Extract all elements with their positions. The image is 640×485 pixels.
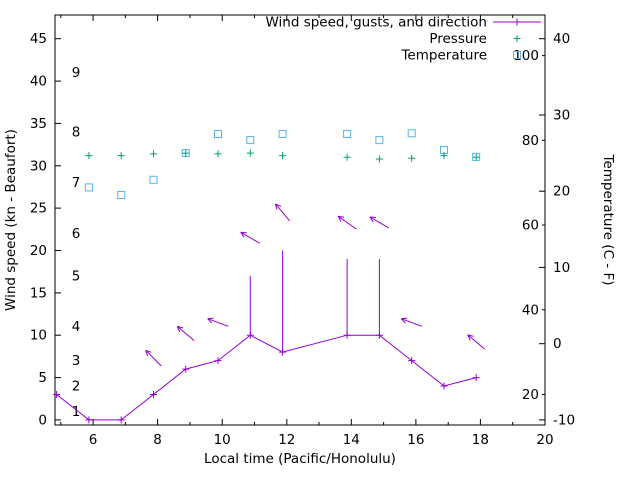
plus-marker — [344, 154, 351, 161]
plus-marker — [279, 349, 286, 356]
y-left-tick-label: 10 — [30, 328, 47, 344]
square-marker — [215, 131, 222, 138]
y-left-tick-label: 15 — [30, 285, 47, 301]
y-left-tick-label: 25 — [30, 201, 47, 217]
y-right-c-tick-label: 20 — [553, 184, 570, 200]
plus-marker — [247, 150, 254, 157]
plus-marker — [344, 332, 351, 339]
y-right-c-tick-label: 30 — [553, 108, 570, 124]
beaufort-label: 3 — [72, 353, 81, 369]
square-marker — [85, 184, 92, 191]
square-marker — [279, 131, 286, 138]
x-tick-label: 10 — [214, 432, 231, 448]
plus-marker — [408, 155, 415, 162]
y-left-axis: 0 5 10 15 20 25 30 35 40 45 Wind speed (kn - Beauf… — [3, 31, 61, 428]
x-tick-label: 18 — [472, 432, 489, 448]
y-left-tick-label: 20 — [30, 243, 47, 259]
legend: Wind speed, gusts, and directionPressure… — [265, 15, 541, 64]
square-marker — [344, 131, 351, 138]
beaufort-label: 7 — [72, 175, 81, 191]
plus-marker — [473, 154, 480, 161]
beaufort-label: 4 — [72, 319, 81, 335]
beaufort-label: 2 — [72, 379, 81, 395]
x-axis: 6 8 10 12 14 16 18 20 Local time (Pacific/Honolu… — [61, 15, 554, 467]
x-axis-title: Local time (Pacific/Honolulu) — [204, 451, 396, 467]
wind-series — [53, 251, 480, 424]
plus-marker — [85, 152, 92, 159]
y-right-f-tick-label: 100 — [513, 48, 539, 64]
y-left-tick-label: 5 — [38, 370, 47, 386]
y-right-axis: -10 0 10 20 30 40 20 40 60 80 100 Temperature (C - … — [513, 31, 616, 428]
wind-direction-arrows — [146, 204, 485, 366]
plus-marker — [376, 156, 383, 163]
plus-marker — [473, 374, 480, 381]
x-tick-label: 6 — [89, 432, 98, 448]
pressure-series — [85, 150, 479, 163]
legend-label-pressure: Pressure — [429, 31, 487, 47]
x-tick-label: 12 — [278, 432, 295, 448]
y-left-tick-label: 30 — [30, 158, 47, 174]
x-tick-label: 20 — [536, 432, 553, 448]
plus-marker — [150, 150, 157, 157]
y-left-tick-label: 45 — [30, 31, 47, 47]
wind-speed-line — [57, 335, 477, 420]
y-left-tick-label: 0 — [38, 412, 47, 428]
plot-border — [55, 15, 545, 425]
y-right-f-tick-label: 60 — [522, 218, 539, 234]
square-marker — [247, 137, 254, 144]
y-right-f-tick-label: 40 — [522, 302, 539, 318]
square-marker — [118, 192, 125, 199]
plus-marker — [514, 19, 521, 26]
x-tick-label: 16 — [407, 432, 424, 448]
beaufort-label: 5 — [72, 268, 81, 284]
square-marker — [408, 130, 415, 137]
beaufort-label: 8 — [72, 124, 81, 140]
y-right-f-tick-label: 20 — [522, 387, 539, 403]
y-left-axis-title: Wind speed (kn - Beaufort) — [3, 129, 19, 311]
y-right-c-tick-label: 0 — [553, 336, 562, 352]
square-marker — [150, 176, 157, 183]
beaufort-label: 6 — [72, 226, 81, 242]
y-left-tick-label: 35 — [30, 116, 47, 132]
y-right-f-tick-label: 80 — [522, 133, 539, 149]
y-right-axis-title: Temperature (C - F) — [600, 154, 616, 286]
temperature-series — [85, 130, 479, 199]
legend-label-wind: Wind speed, gusts, and direction — [265, 15, 487, 31]
y-right-c-tick-label: 40 — [553, 31, 570, 47]
beaufort-label: 9 — [72, 65, 81, 81]
plus-marker — [279, 152, 286, 159]
y-right-c-tick-label: 10 — [553, 260, 570, 276]
square-marker — [376, 137, 383, 144]
plus-marker — [514, 35, 521, 42]
legend-label-temperature: Temperature — [400, 48, 487, 64]
y-left-tick-label: 40 — [30, 74, 47, 90]
plus-marker — [118, 152, 125, 159]
x-tick-label: 8 — [153, 432, 162, 448]
x-tick-label: 14 — [343, 432, 360, 448]
plus-marker — [215, 150, 222, 157]
plus-marker — [182, 150, 189, 157]
y-right-c-tick-label: -10 — [553, 412, 575, 428]
